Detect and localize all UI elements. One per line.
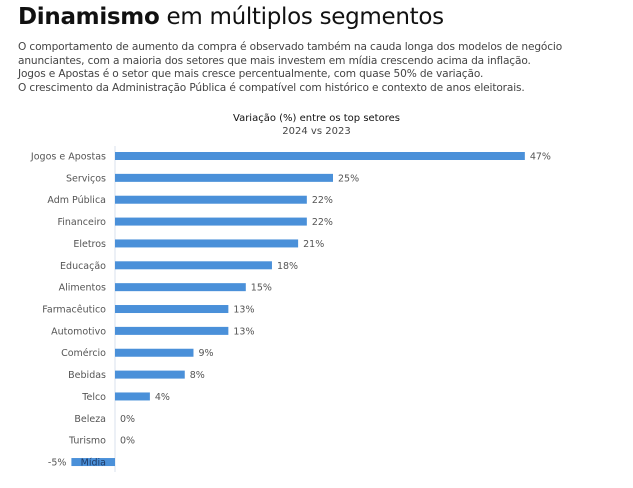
description: O comportamento de aumento da compra é o… [18, 41, 562, 95]
bar [115, 195, 307, 204]
description-line: O comportamento de aumento da compra é o… [18, 41, 563, 53]
category-label: Automotivo [51, 326, 106, 337]
bar [115, 283, 246, 292]
bar [115, 152, 525, 160]
value-label: 9% [198, 348, 213, 359]
value-label: 47% [530, 152, 551, 163]
bar [115, 261, 272, 270]
chart-subtitle: 2024 vs 2023 [282, 126, 351, 137]
value-label: 0% [120, 436, 135, 447]
category-label: Eletros [73, 239, 106, 250]
bar [71, 458, 115, 467]
description-line: Jogos e Apostas é o setor que mais cresc… [18, 68, 484, 81]
category-label: Telco [81, 392, 106, 403]
title-bold: Dinamismo [18, 4, 160, 30]
value-label: -5% [48, 458, 67, 469]
value-label: 13% [233, 326, 254, 337]
chart-title: Variação (%) entre os top setores [233, 113, 400, 124]
bar [115, 370, 185, 379]
category-label: Beleza [74, 414, 106, 425]
value-label: 8% [190, 370, 205, 381]
category-label: Turismo [68, 436, 106, 447]
value-label: 22% [312, 217, 333, 228]
description-line: O crescimento da Administração Pública é… [18, 81, 525, 94]
bar [115, 239, 299, 248]
page-title: Dinamismo em múltiplos segmentos [18, 4, 444, 30]
value-label: 22% [312, 195, 333, 206]
value-label: 0% [120, 414, 135, 425]
category-label: Bebidas [68, 370, 106, 381]
bar [115, 217, 307, 226]
value-label: 18% [277, 261, 298, 272]
bar [115, 348, 194, 357]
category-label: Comércio [61, 348, 106, 359]
value-label: 25% [338, 173, 359, 184]
bar [115, 326, 229, 335]
bar [115, 305, 229, 314]
category-label: Serviços [66, 173, 106, 184]
category-label: Farmacêutico [42, 305, 106, 316]
bar [115, 173, 333, 182]
category-label: Financeiro [58, 217, 107, 228]
category-label: Alimentos [59, 283, 106, 294]
value-label: 13% [233, 305, 254, 316]
value-label: 15% [251, 283, 272, 294]
category-label: Mídia [81, 458, 106, 469]
bar [115, 392, 150, 401]
title-rest: em múltiplos segmentos [159, 4, 444, 30]
value-label: 4% [155, 392, 170, 403]
value-label: 21% [303, 239, 324, 250]
category-label: Adm Pública [47, 195, 106, 206]
category-label: Jogos e Apostas [30, 152, 106, 163]
description-line: anunciantes, com a maioria dos setores q… [18, 54, 531, 67]
category-label: Educação [60, 261, 106, 272]
